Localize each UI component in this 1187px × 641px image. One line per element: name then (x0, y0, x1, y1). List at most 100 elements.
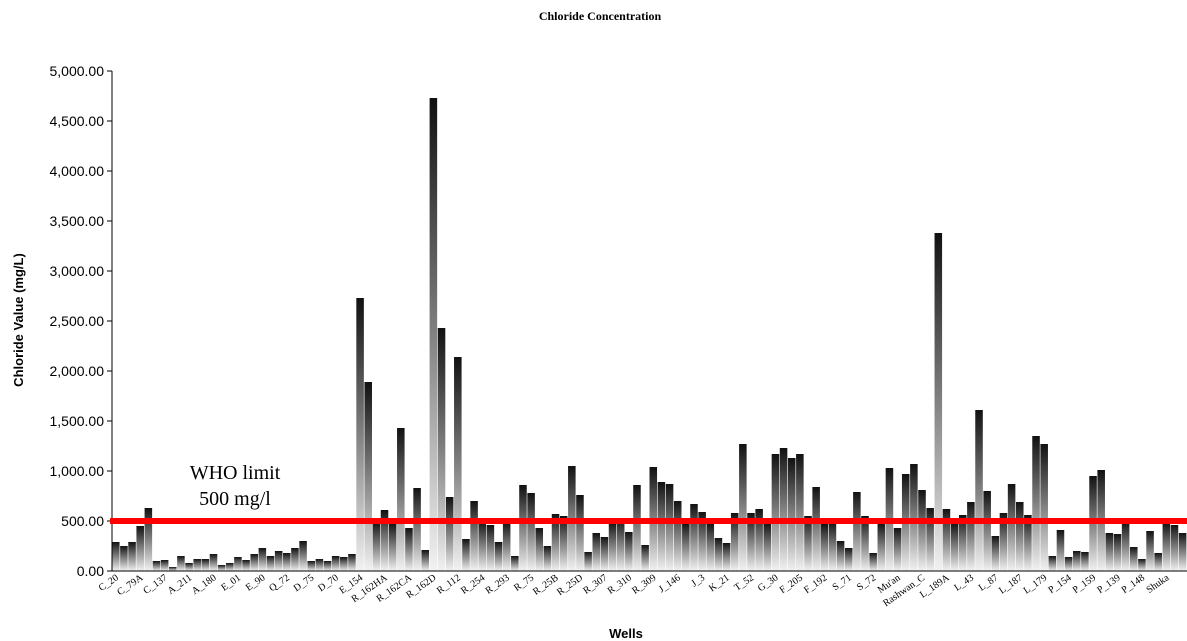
x-tick-label: S_71 (831, 572, 854, 593)
bar (584, 552, 592, 571)
bar (722, 543, 731, 571)
bar (665, 484, 674, 571)
who-limit-annotation-line1: WHO limit (190, 462, 281, 484)
x-tick-label: R_310 (606, 572, 634, 596)
bar (641, 545, 649, 571)
bar (405, 528, 413, 571)
x-tick-label: J_3 (689, 572, 707, 589)
bar (910, 464, 918, 571)
bar (673, 501, 682, 571)
bar (625, 532, 633, 571)
bar (1146, 531, 1154, 571)
x-tick-label: R_25D (555, 572, 585, 598)
x-tick-label: L_179 (1022, 572, 1050, 596)
y-axis-label: Chloride Value (mg/L) (11, 253, 26, 387)
x-axis-label: Wells (609, 626, 643, 641)
bar (836, 541, 845, 571)
x-tick-label: Q_72 (267, 572, 292, 594)
x-tick-label: R_293 (484, 572, 512, 596)
bar (787, 458, 796, 571)
bar (1121, 522, 1130, 571)
bar (950, 523, 959, 571)
x-tick-label: R_112 (435, 572, 463, 596)
y-tick-label: 1,000.00 (50, 463, 105, 479)
bar (999, 513, 1008, 571)
bar (967, 502, 975, 571)
bar (934, 233, 943, 571)
bar (519, 485, 527, 571)
bar (454, 357, 462, 571)
bar (983, 491, 991, 571)
x-tick-label: A_180 (190, 572, 219, 597)
bar (185, 563, 193, 571)
x-tick-label: E_90 (244, 572, 268, 593)
x-tick-label: F_205 (778, 572, 805, 596)
x-tick-label: L_187 (997, 572, 1025, 596)
bar (356, 298, 364, 571)
bar (388, 523, 397, 571)
bar (869, 553, 877, 571)
bar (1072, 551, 1081, 571)
bar (511, 556, 519, 571)
bar (331, 556, 340, 571)
bar (861, 516, 869, 571)
x-tick-label: R_254 (459, 572, 487, 596)
bar (323, 561, 332, 571)
bar (796, 454, 804, 571)
bar (234, 557, 242, 571)
bar (340, 557, 348, 571)
bar (1129, 547, 1138, 571)
bar (975, 410, 983, 571)
axes (111, 71, 1187, 572)
bar (380, 510, 389, 571)
bar (576, 495, 584, 571)
bar (226, 563, 234, 571)
bar (250, 554, 258, 571)
x-tick-label: K_21 (707, 572, 732, 594)
bar (1040, 444, 1048, 571)
bar (486, 525, 495, 571)
bar (958, 515, 967, 571)
bar (217, 565, 226, 571)
bar (739, 444, 747, 571)
bar (828, 522, 837, 571)
bar (812, 487, 820, 571)
bar (470, 501, 478, 571)
bar (266, 556, 275, 571)
bar (372, 522, 381, 571)
x-tick-label: S_72 (855, 572, 878, 593)
bar (128, 542, 136, 571)
bar (730, 513, 739, 571)
bar (918, 490, 926, 571)
bar (1015, 502, 1024, 571)
bar (747, 513, 755, 571)
y-tick-label: 2,000.00 (50, 363, 105, 379)
bar (657, 482, 666, 571)
bar (1007, 484, 1016, 571)
bar (559, 516, 568, 571)
bar (820, 524, 829, 571)
bar (209, 554, 218, 571)
bar (877, 523, 886, 571)
bar (494, 542, 503, 571)
bar (698, 512, 706, 571)
bar (348, 554, 356, 571)
bar (397, 428, 405, 571)
x-tick-label: R_307 (581, 572, 609, 596)
bar (462, 539, 470, 571)
bar (755, 509, 763, 571)
x-tick-label: C_79A (115, 572, 146, 598)
bar (1064, 557, 1073, 571)
bar (779, 448, 788, 571)
x-tick-label: P_148 (1120, 572, 1147, 596)
bar (193, 559, 201, 571)
bar (152, 561, 161, 571)
bar (608, 522, 617, 571)
bar (600, 537, 609, 571)
x-tick-label: Shuka (1145, 572, 1172, 596)
bar (1113, 534, 1122, 571)
bar (283, 553, 291, 571)
bar (1138, 559, 1146, 571)
